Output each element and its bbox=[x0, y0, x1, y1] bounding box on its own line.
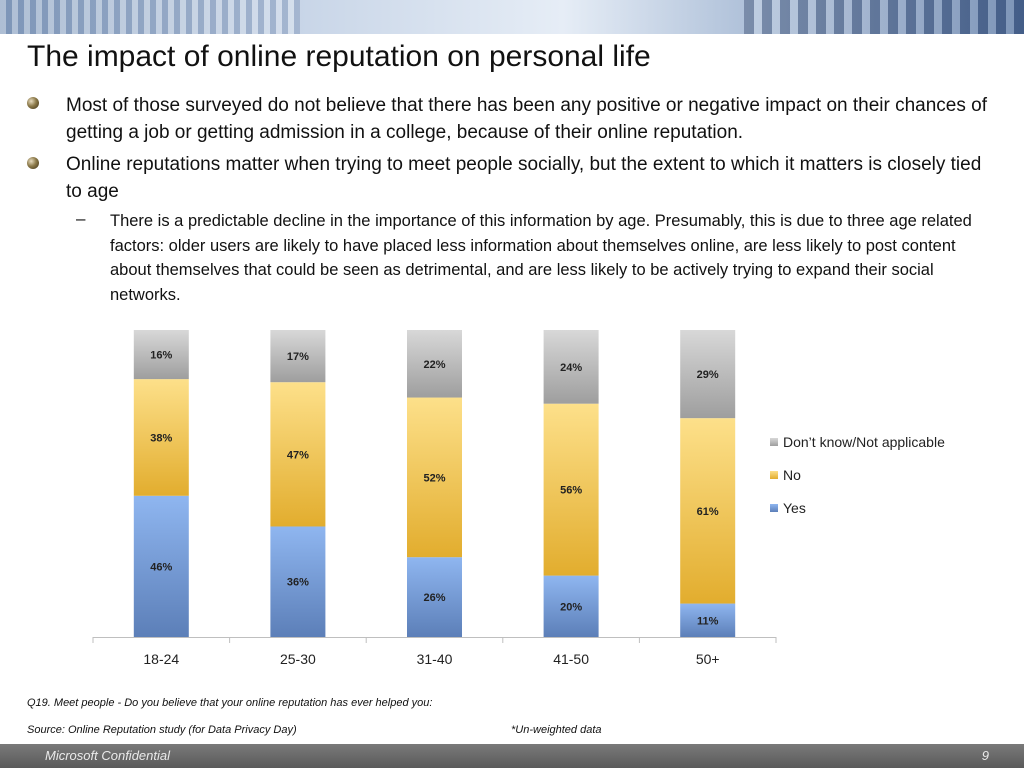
data-label: 52% bbox=[423, 472, 445, 484]
data-label: 24% bbox=[560, 362, 582, 374]
x-tick-label: 41-50 bbox=[553, 651, 589, 667]
slide-title: The impact of online reputation on perso… bbox=[27, 40, 651, 73]
bar-segment-don-t-know-not-applicable-25-30 bbox=[270, 330, 326, 383]
x-tick-label: 31-40 bbox=[417, 651, 453, 667]
data-label: 29% bbox=[697, 369, 719, 381]
x-tick-label: 25-30 bbox=[280, 651, 316, 667]
bar-segment-no-50+ bbox=[680, 418, 736, 604]
data-label: 61% bbox=[697, 506, 719, 518]
footer-bar: Microsoft Confidential 9 bbox=[0, 744, 1024, 768]
stacked-bar-chart: 46% 38% 16% 36% 47% 17% 26% 52% 22% 20% 56% 24% 11% 6… bbox=[92, 330, 945, 667]
source-note: Source: Online Reputation study (for Dat… bbox=[27, 724, 297, 736]
data-label: 22% bbox=[423, 359, 445, 371]
data-label: 17% bbox=[287, 351, 309, 363]
data-label: 56% bbox=[560, 485, 582, 497]
data-label: 20% bbox=[560, 601, 582, 613]
chart-plot-area: 46% 38% 16% 36% 47% 17% 26% 52% 22% 20% 56% 24% 11% 6… bbox=[133, 330, 736, 637]
bar-segment-yes-41-50 bbox=[543, 575, 599, 637]
legend-label: Yes bbox=[783, 500, 806, 516]
bar-segment-don-t-know-not-applicable-41-50 bbox=[543, 330, 599, 404]
x-tick-label: 18-24 bbox=[143, 651, 179, 667]
bar-segment-yes-18-24 bbox=[133, 495, 189, 637]
bar-segment-yes-50+ bbox=[680, 603, 736, 637]
sub-bullet: There is a predictable decline in the im… bbox=[110, 212, 972, 304]
banner-building-right bbox=[744, 0, 1024, 34]
bullet-2: Online reputations matter when trying to… bbox=[66, 154, 982, 202]
sub-bullet-dash: – bbox=[76, 209, 86, 228]
question-note: Q19. Meet people - Do you believe that y… bbox=[27, 697, 433, 709]
bar-segment-don-t-know-not-applicable-18-24 bbox=[133, 330, 189, 380]
legend-swatch bbox=[770, 438, 778, 446]
bar-segment-don-t-know-not-applicable-50+ bbox=[680, 330, 736, 419]
bar-segment-no-25-30 bbox=[270, 382, 326, 527]
data-label: 16% bbox=[150, 350, 172, 362]
data-label: 26% bbox=[423, 592, 445, 604]
data-label: 38% bbox=[150, 432, 172, 444]
bar-segment-yes-31-40 bbox=[407, 557, 462, 637]
bar-segment-no-18-24 bbox=[133, 379, 189, 496]
weight-note: *Un-weighted data bbox=[511, 724, 602, 736]
banner-building-left bbox=[0, 0, 300, 34]
bullet-dot-icon bbox=[27, 157, 39, 169]
data-label: 36% bbox=[287, 577, 309, 589]
legend-label: Don’t know/Not applicable bbox=[783, 434, 945, 450]
data-label: 11% bbox=[697, 615, 719, 627]
x-axis: 18-24 25-30 31-40 41-50 50+ bbox=[92, 637, 777, 667]
data-label: 47% bbox=[287, 449, 309, 461]
header-banner-image bbox=[0, 0, 1024, 34]
bar-segment-yes-25-30 bbox=[270, 526, 326, 637]
chart-legend: Don’t know/Not applicable No Yes bbox=[770, 434, 945, 516]
footer-confidential-label: Microsoft Confidential bbox=[45, 748, 170, 763]
bar-segment-no-31-40 bbox=[407, 397, 462, 558]
x-tick-label: 50+ bbox=[696, 651, 720, 667]
data-label: 46% bbox=[150, 561, 172, 573]
legend-label: No bbox=[783, 467, 801, 483]
bullet-1: Most of those surveyed do not believe th… bbox=[66, 95, 987, 143]
bullet-dot-icon bbox=[27, 97, 39, 109]
bar-segment-don-t-know-not-applicable-31-40 bbox=[407, 330, 462, 398]
legend-swatch bbox=[770, 471, 778, 479]
page-number: 9 bbox=[981, 748, 989, 763]
legend-swatch bbox=[770, 504, 778, 512]
bar-segment-no-41-50 bbox=[543, 403, 599, 576]
